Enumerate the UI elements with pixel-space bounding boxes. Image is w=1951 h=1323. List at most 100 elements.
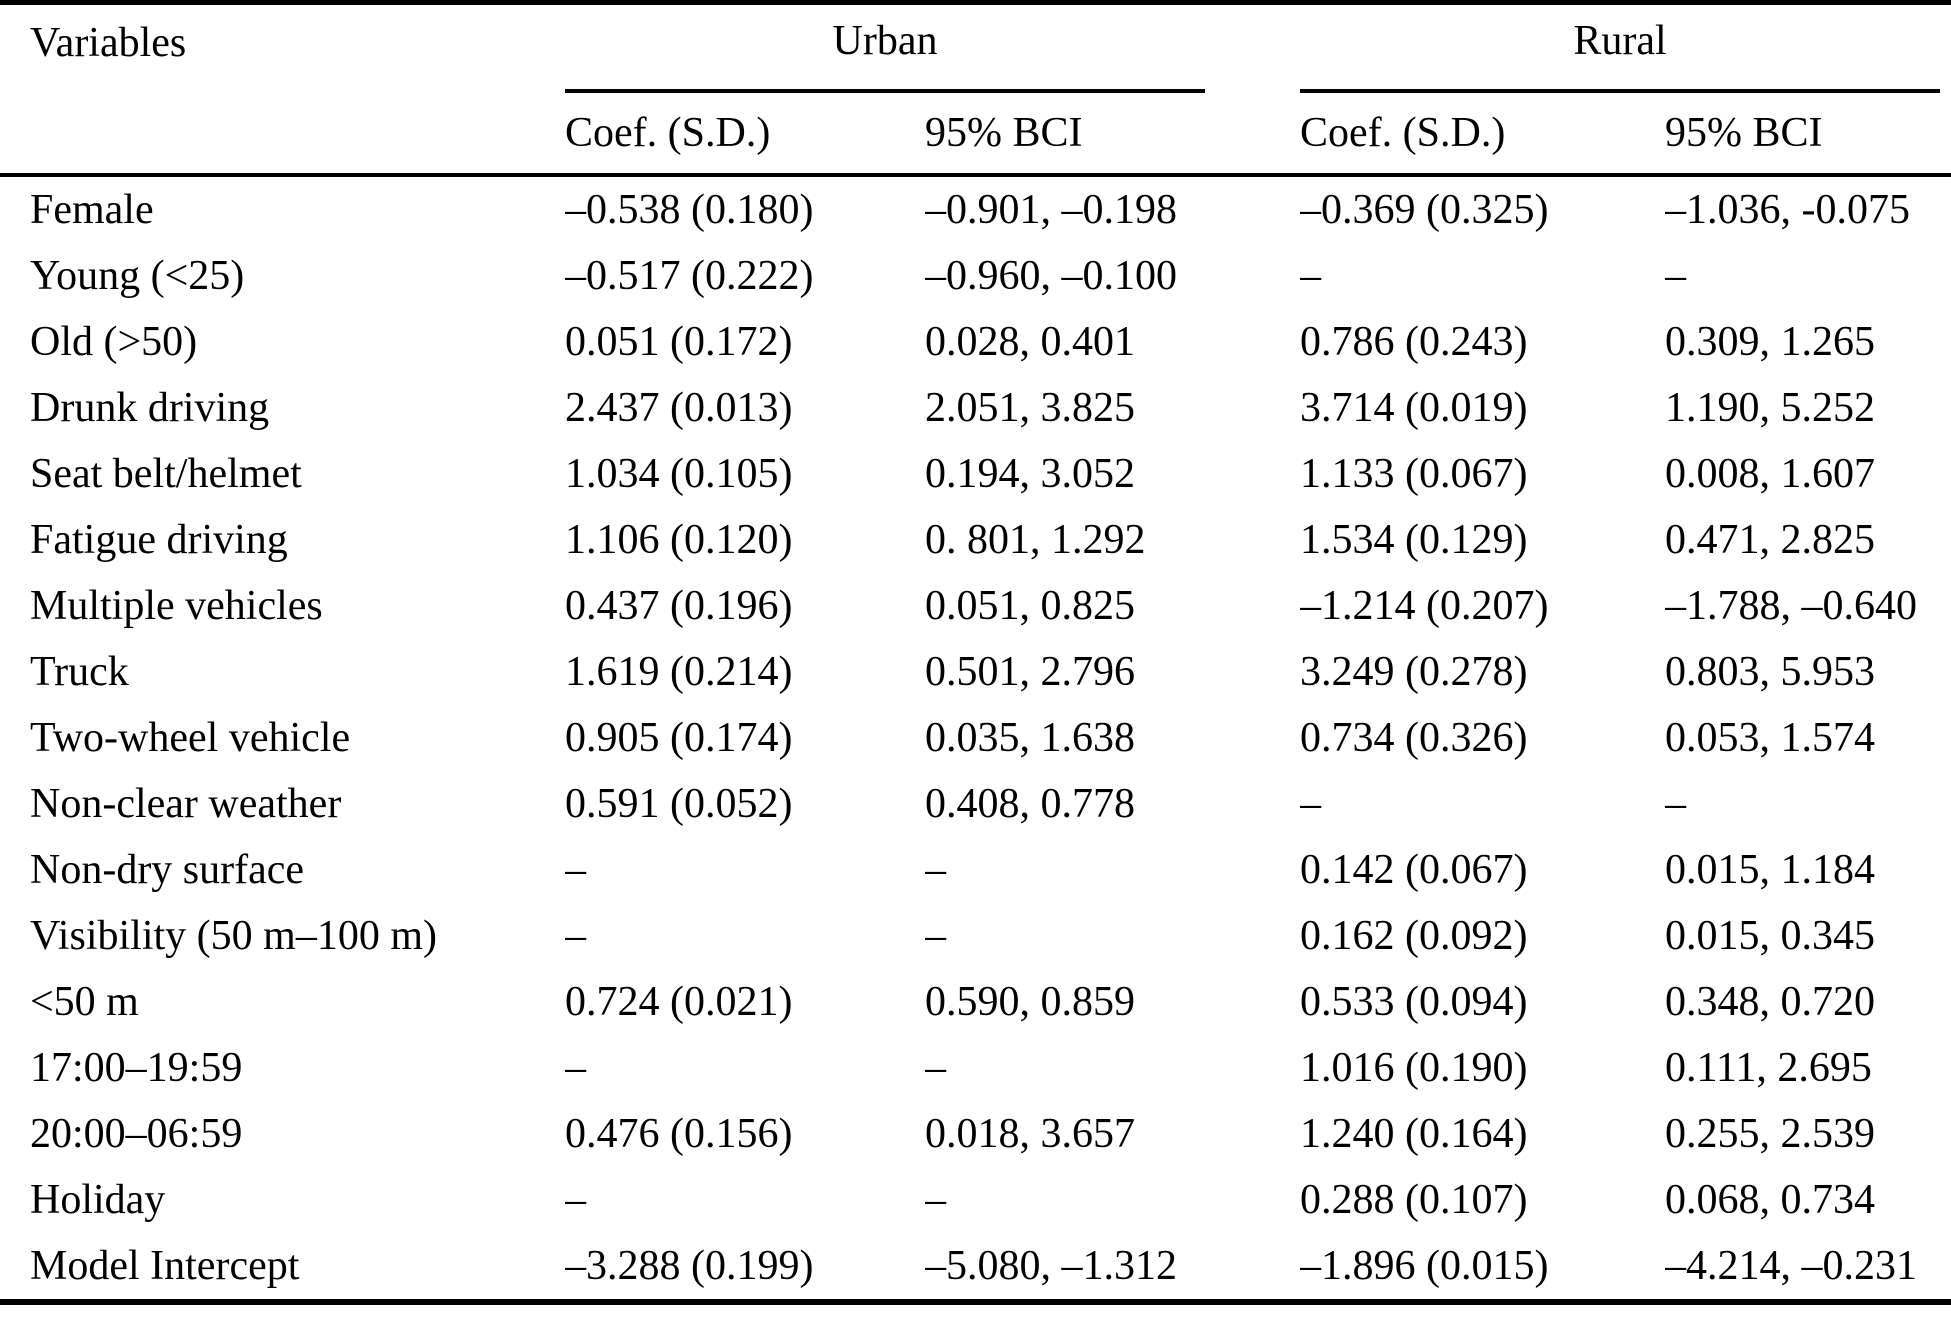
table-row: Non-dry surface – – 0.142 (0.067) 0.015,… (0, 837, 1951, 903)
urban-bci-cell: 0.051, 0.825 (925, 583, 1135, 629)
rural-group-header: Rural (1300, 3, 1951, 93)
variable-cell: Old (>50) (30, 319, 198, 365)
urban-bci-cell: – (925, 1177, 946, 1223)
rural-coef-cell: –1.214 (0.207) (1300, 583, 1549, 629)
rural-group-rule: Rural (1300, 5, 1940, 93)
table-row: Two-wheel vehicle 0.905 (0.174) 0.035, 1… (0, 705, 1951, 771)
urban-bci-cell: –5.080, –1.312 (925, 1233, 1300, 1305)
urban-coef-cell: 0.724 (0.021) (565, 979, 793, 1025)
rural-coef-cell: 0.786 (0.243) (1300, 319, 1528, 365)
rural-coef-cell: 1.534 (0.129) (1300, 517, 1528, 563)
variables-column-header: Variables (0, 2, 565, 177)
urban-bci-cell: 0.035, 1.638 (925, 715, 1135, 761)
urban-bci-cell: 0.501, 2.796 (925, 649, 1135, 695)
rural-bci-cell: 0.255, 2.539 (1665, 1111, 1875, 1157)
urban-group-rule: Urban (565, 5, 1205, 93)
table-row: Model Intercept –3.288 (0.199) –5.080, –… (0, 1233, 1951, 1305)
rural-coef-cell: – (1300, 781, 1321, 827)
sub-header-row: Coef. (S.D.) 95% BCI Coef. (S.D.) 95% BC… (0, 93, 1951, 177)
urban-bci-cell: 0.194, 3.052 (925, 451, 1135, 497)
urban-coef-cell: –0.517 (0.222) (565, 253, 814, 299)
urban-coef-cell: – (565, 913, 586, 959)
rural-coef-cell: 1.133 (0.067) (1300, 451, 1528, 497)
urban-coef-header: Coef. (S.D.) (565, 93, 925, 177)
rural-coef-cell: 0.533 (0.094) (1300, 979, 1528, 1025)
rural-group-label: Rural (1573, 18, 1667, 64)
rural-coef-header: Coef. (S.D.) (1300, 93, 1665, 177)
table-row: Visibility (50 m–100 m) – – 0.162 (0.092… (0, 903, 1951, 969)
table-row: Multiple vehicles 0.437 (0.196) 0.051, 0… (0, 573, 1951, 639)
urban-coef-cell: 2.437 (0.013) (565, 385, 793, 431)
rural-bci-cell: 0.015, 1.184 (1665, 847, 1875, 893)
urban-coef-cell: 0.476 (0.156) (565, 1111, 793, 1157)
table-row: 20:00–06:59 0.476 (0.156) 0.018, 3.657 1… (0, 1101, 1951, 1167)
rural-coef-cell: 0.162 (0.092) (1300, 913, 1528, 959)
rural-coef-cell: – (1300, 253, 1321, 299)
rural-bci-header: 95% BCI (1665, 93, 1951, 177)
table-row: Seat belt/helmet 1.034 (0.105) 0.194, 3.… (0, 441, 1951, 507)
rural-coef-cell: 0.288 (0.107) (1300, 1177, 1528, 1223)
variable-cell: Seat belt/helmet (30, 451, 302, 497)
urban-bci-header: 95% BCI (925, 93, 1300, 177)
table-row: Fatigue driving 1.106 (0.120) 0. 801, 1.… (0, 507, 1951, 573)
rural-bci-cell: –1.788, –0.640 (1665, 583, 1917, 629)
group-header-row: Variables Urban Rural (0, 2, 1951, 177)
rural-bci-cell: – (1665, 781, 1686, 827)
urban-bci-cell: – (925, 847, 946, 893)
table-body: Female –0.538 (0.180) –0.901, –0.198 –0.… (0, 175, 1951, 1305)
table-row: Holiday – – 0.288 (0.107) 0.068, 0.734 (0, 1167, 1951, 1233)
urban-group-header: Urban (565, 3, 1300, 93)
urban-coef-cell: 1.619 (0.214) (565, 649, 793, 695)
variable-cell: Non-clear weather (30, 781, 342, 827)
variable-cell: Drunk driving (30, 385, 270, 431)
variable-cell: Visibility (50 m–100 m) (30, 913, 437, 959)
urban-coef-cell: 1.034 (0.105) (565, 451, 793, 497)
table-row: Drunk driving 2.437 (0.013) 2.051, 3.825… (0, 375, 1951, 441)
rural-bci-cell: – (1665, 253, 1686, 299)
urban-bci-cell: 0.018, 3.657 (925, 1111, 1135, 1157)
table-row: Old (>50) 0.051 (0.172) 0.028, 0.401 0.7… (0, 309, 1951, 375)
urban-coef-cell: 0.051 (0.172) (565, 319, 793, 365)
rural-bci-cell: 0.471, 2.825 (1665, 517, 1875, 563)
variable-cell: Holiday (30, 1177, 166, 1223)
urban-bci-cell: – (925, 913, 946, 959)
rural-bci-cell: 0.111, 2.695 (1665, 1045, 1872, 1091)
table-row: Young (<25) –0.517 (0.222) –0.960, –0.10… (0, 243, 1951, 309)
rural-bci-cell: 0.803, 5.953 (1665, 649, 1875, 695)
variable-cell: <50 m (30, 979, 139, 1025)
urban-bci-cell: 0.590, 0.859 (925, 979, 1135, 1025)
urban-bci-cell: –0.901, –0.198 (925, 187, 1177, 233)
urban-coef-cell: 0.437 (0.196) (565, 583, 793, 629)
rural-bci-cell: 0.348, 0.720 (1665, 979, 1875, 1025)
urban-coef-cell: 0.591 (0.052) (565, 781, 793, 827)
table-header: Variables Urban Rural Coef. (S.D.) 95% B… (0, 2, 1951, 177)
rural-bci-cell: –4.214, –0.231 (1665, 1233, 1951, 1305)
rural-bci-cell: 0.068, 0.734 (1665, 1177, 1875, 1223)
urban-coef-cell: –0.538 (0.180) (565, 187, 814, 233)
variable-cell: Non-dry surface (30, 847, 305, 893)
urban-coef-cell: – (565, 1177, 586, 1223)
variable-cell: Two-wheel vehicle (30, 715, 351, 761)
urban-bci-cell: 0. 801, 1.292 (925, 517, 1146, 563)
table-row: <50 m 0.724 (0.021) 0.590, 0.859 0.533 (… (0, 969, 1951, 1035)
urban-bci-cell: 2.051, 3.825 (925, 385, 1135, 431)
rural-bci-cell: 0.015, 0.345 (1665, 913, 1875, 959)
table-row: Female –0.538 (0.180) –0.901, –0.198 –0.… (0, 175, 1951, 243)
variable-cell: Truck (30, 649, 129, 695)
rural-coef-cell: 3.714 (0.019) (1300, 385, 1528, 431)
table-row: Non-clear weather 0.591 (0.052) 0.408, 0… (0, 771, 1951, 837)
rural-coef-cell: 1.016 (0.190) (1300, 1045, 1528, 1091)
urban-bci-cell: –0.960, –0.100 (925, 253, 1177, 299)
urban-bci-cell: 0.028, 0.401 (925, 319, 1135, 365)
rural-bci-cell: 0.309, 1.265 (1665, 319, 1875, 365)
urban-group-label: Urban (832, 18, 938, 64)
variable-cell: Fatigue driving (30, 517, 288, 563)
variable-cell: 20:00–06:59 (30, 1111, 243, 1157)
rural-coef-cell: –1.896 (0.015) (1300, 1233, 1665, 1305)
table-row: Truck 1.619 (0.214) 0.501, 2.796 3.249 (… (0, 639, 1951, 705)
urban-coef-cell: –3.288 (0.199) (565, 1233, 925, 1305)
rural-coef-cell: 1.240 (0.164) (1300, 1111, 1528, 1157)
rural-bci-cell: 0.053, 1.574 (1665, 715, 1875, 761)
urban-coef-cell: 0.905 (0.174) (565, 715, 793, 761)
